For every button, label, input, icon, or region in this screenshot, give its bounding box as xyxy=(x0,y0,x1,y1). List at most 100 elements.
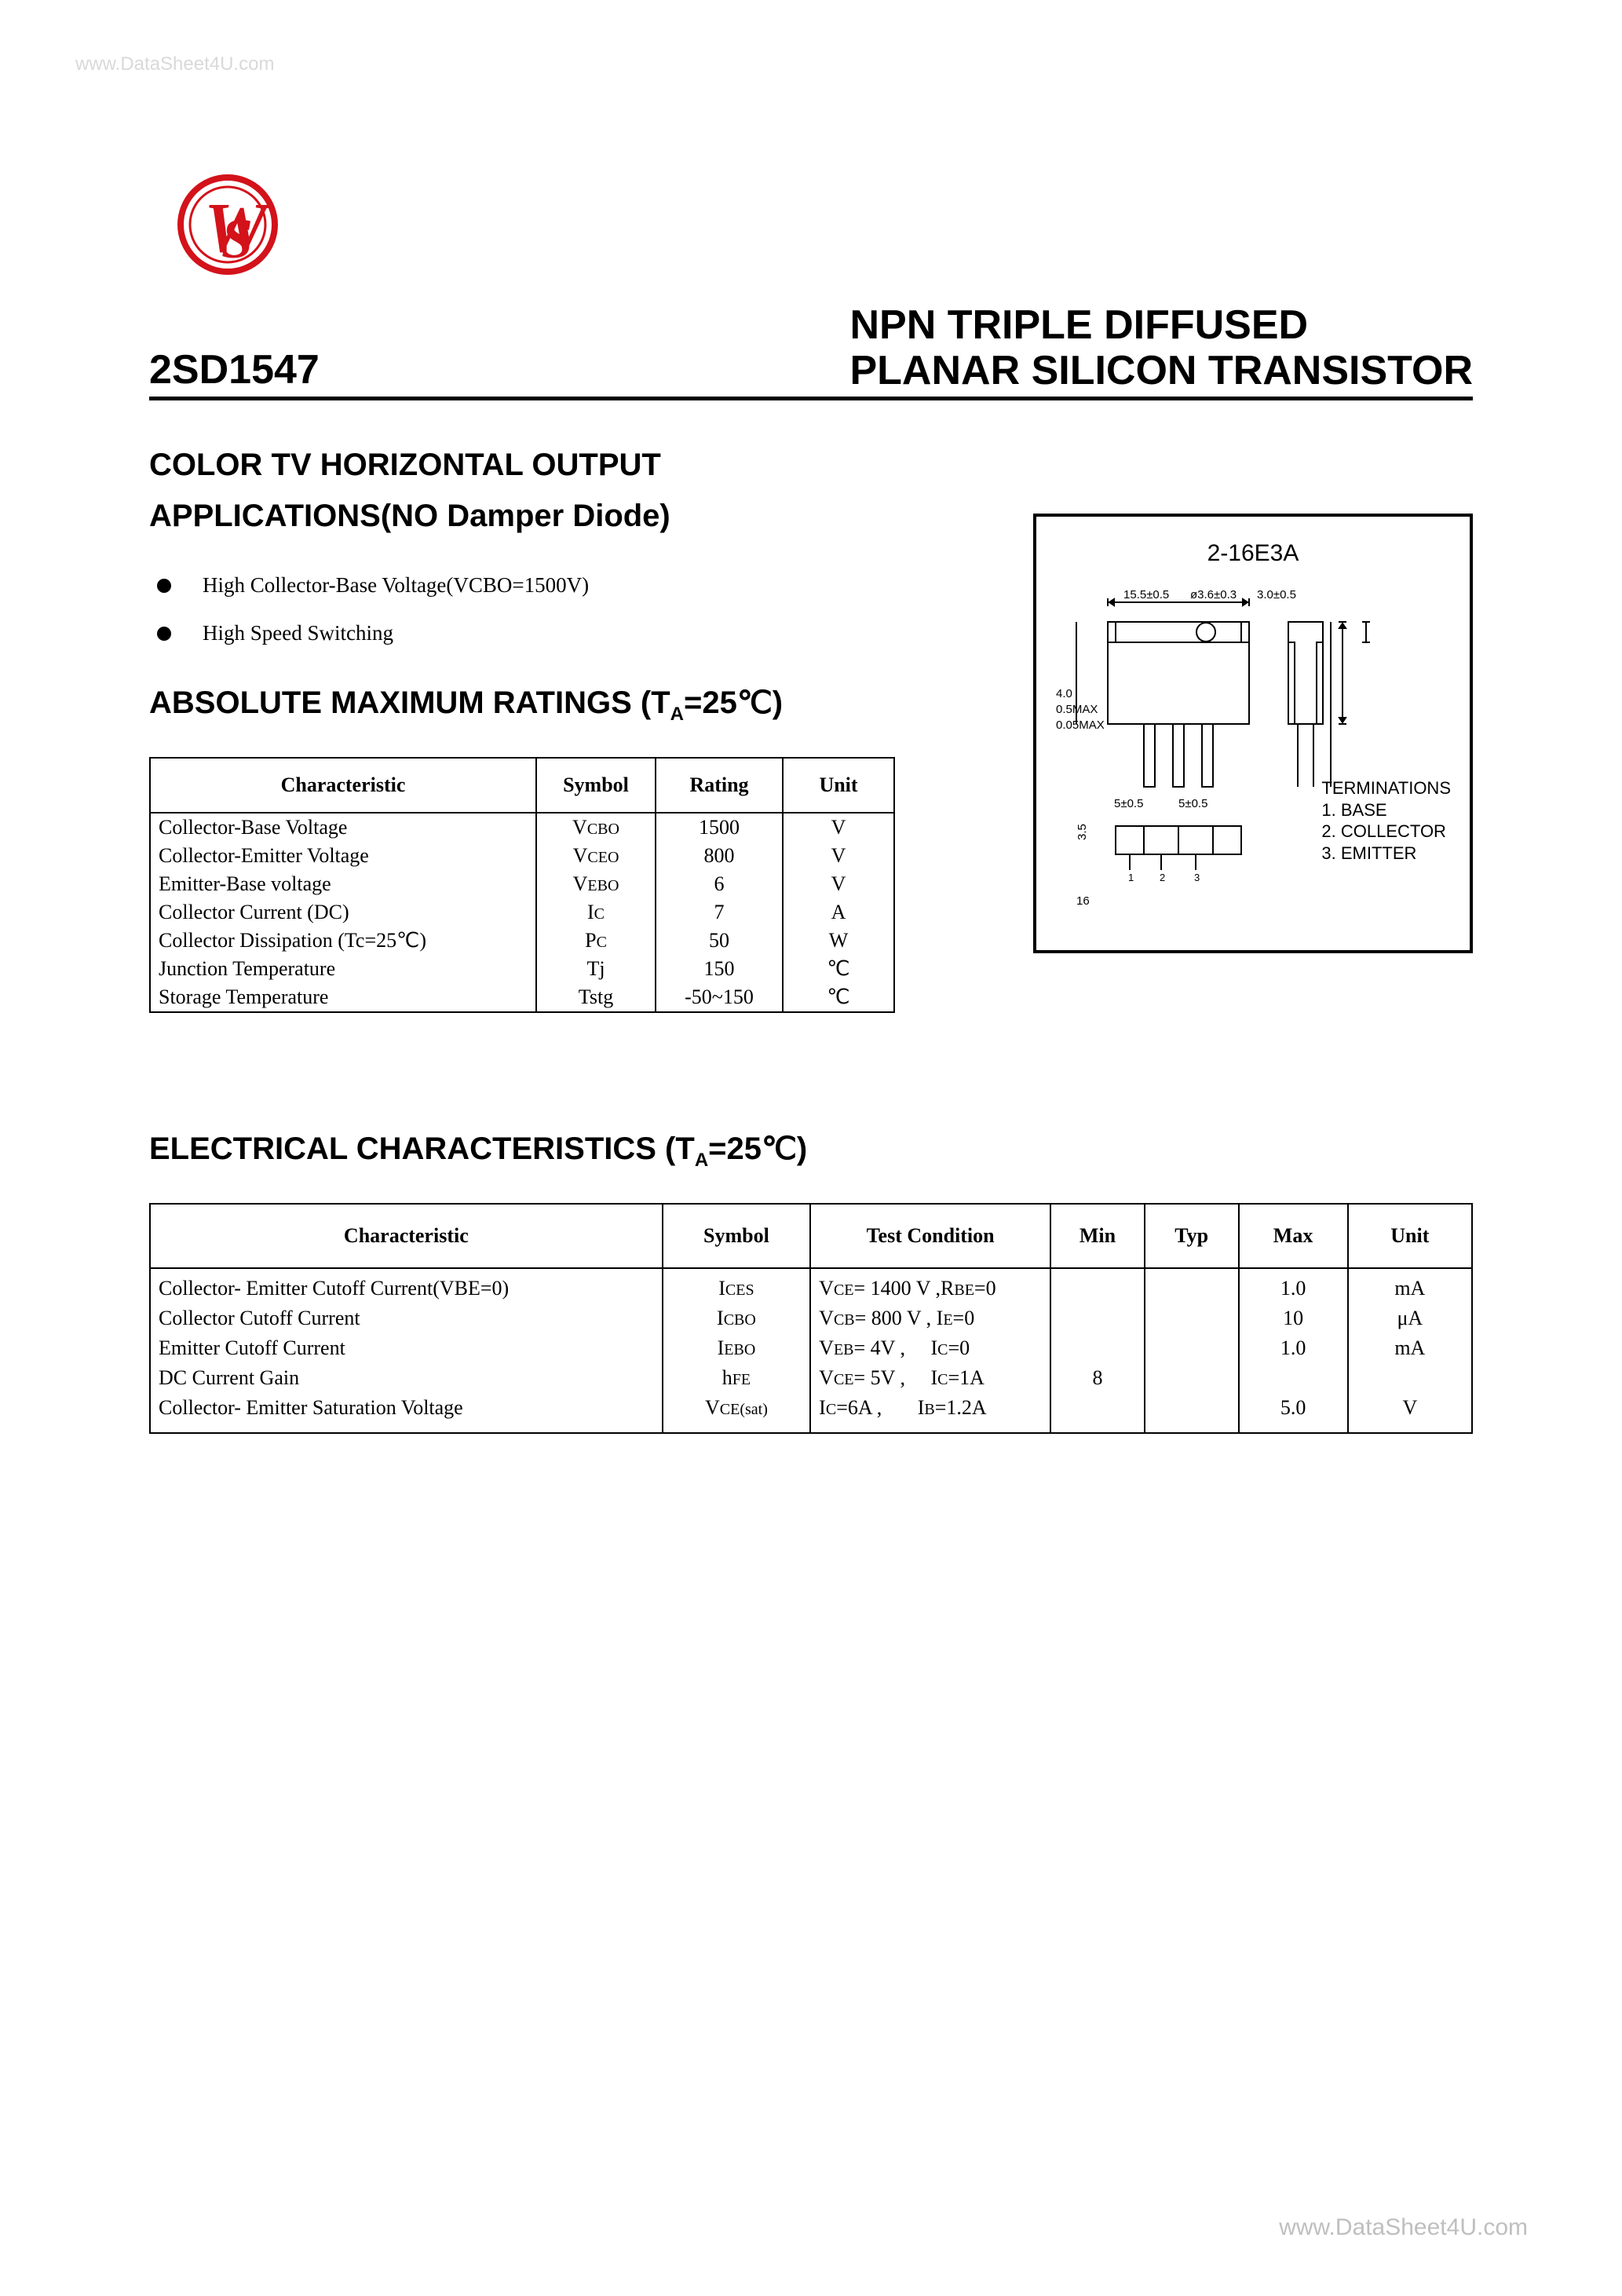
ratings-header-cell: Symbol xyxy=(536,758,656,813)
terminations-title: TERMINATIONS xyxy=(1321,777,1451,799)
ratings-cell-characteristic: Junction Temperature xyxy=(150,955,536,983)
datasheet-page: www.DataSheet4U.com www.DataSheet4U.com … xyxy=(0,0,1622,2296)
electrical-table: CharacteristicSymbolTest ConditionMinTyp… xyxy=(149,1203,1473,1434)
elec-cell-max xyxy=(1239,1363,1348,1393)
ratings-header-cell: Rating xyxy=(656,758,783,813)
ratings-cell-unit: ℃ xyxy=(783,983,894,1012)
ratings-title-suffix: =25℃) xyxy=(684,686,783,720)
company-logo: W S xyxy=(149,173,1473,287)
dim-label: 15.5±0.5 xyxy=(1123,590,1169,601)
ratings-table: CharacteristicSymbolRatingUnitCollector-… xyxy=(149,757,895,1013)
ratings-cell-characteristic: Collector Dissipation (Tc=25℃) xyxy=(150,927,536,955)
dim-label: 3.0±0.5 xyxy=(1257,590,1296,601)
applications-title-2: APPLICATIONS(NO Damper Diode) xyxy=(149,499,903,534)
ratings-cell-unit: V xyxy=(783,842,894,870)
header-row: 2SD1547 NPN TRIPLE DIFFUSED PLANAR SILIC… xyxy=(149,302,1473,400)
elec-cell-min xyxy=(1050,1393,1145,1433)
elec-header-cell: Typ xyxy=(1145,1204,1239,1268)
elec-cell-min xyxy=(1050,1268,1145,1303)
ratings-cell-rating: -50~150 xyxy=(656,983,783,1012)
title-line1: NPN TRIPLE DIFFUSED xyxy=(849,302,1473,348)
ratings-cell-characteristic: Storage Temperature xyxy=(150,983,536,1012)
title-line2: PLANAR SILICON TRANSISTOR xyxy=(849,348,1473,393)
termination-item: 2. COLLECTOR xyxy=(1321,821,1451,843)
ratings-cell-characteristic: Collector-Emitter Voltage xyxy=(150,842,536,870)
feature-text: High Speed Switching xyxy=(203,621,393,645)
feature-text: High Collector-Base Voltage(VCBO=1500V) xyxy=(203,573,589,598)
elec-cell-max: 5.0 xyxy=(1239,1393,1348,1433)
ratings-cell-characteristic: Emitter-Base voltage xyxy=(150,870,536,898)
feature-list: High Collector-Base Voltage(VCBO=1500V) … xyxy=(149,573,903,645)
elec-header-cell: Test Condition xyxy=(810,1204,1050,1268)
elec-cell-min xyxy=(1050,1303,1145,1333)
elec-cell-unit: V xyxy=(1348,1393,1472,1433)
ratings-cell-symbol: IC xyxy=(536,898,656,927)
elec-cell-condition: IC=6A , IB=1.2A xyxy=(810,1393,1050,1433)
elec-cell-symbol: IEBO xyxy=(663,1333,810,1363)
dim-label: 5±0.5 xyxy=(1114,797,1143,810)
elec-cell-max: 1.0 xyxy=(1239,1333,1348,1363)
ratings-cell-symbol: VCBO xyxy=(536,813,656,842)
ratings-cell-symbol: Tj xyxy=(536,955,656,983)
dim-label: 0.5MAX xyxy=(1056,703,1098,716)
elec-cell-typ xyxy=(1145,1303,1239,1333)
dim-label: 5±0.5 xyxy=(1178,797,1207,810)
electrical-title: ELECTRICAL CHARACTERISTICS (TA=25℃) xyxy=(149,1131,1473,1172)
elec-cell-unit: μA xyxy=(1348,1303,1472,1333)
dim-label: 0.05MAX xyxy=(1056,718,1105,732)
elec-cell-typ xyxy=(1145,1363,1239,1393)
elec-cell-condition: VEB= 4V , IC=0 xyxy=(810,1333,1050,1363)
svg-text:3: 3 xyxy=(1194,872,1200,883)
elec-header-cell: Characteristic xyxy=(150,1204,663,1268)
elec-cell-characteristic: Collector- Emitter Cutoff Current(VBE=0) xyxy=(150,1268,663,1303)
elec-cell-characteristic: Emitter Cutoff Current xyxy=(150,1333,663,1363)
elec-cell-typ xyxy=(1145,1393,1239,1433)
ratings-cell-characteristic: Collector Current (DC) xyxy=(150,898,536,927)
elec-header-cell: Symbol xyxy=(663,1204,810,1268)
elec-cell-symbol: ICES xyxy=(663,1268,810,1303)
feature-item: High Collector-Base Voltage(VCBO=1500V) xyxy=(149,573,903,598)
elec-header-cell: Min xyxy=(1050,1204,1145,1268)
termination-item: 1. BASE xyxy=(1321,799,1451,821)
elec-cell-characteristic: DC Current Gain xyxy=(150,1363,663,1393)
dim-label: 3.5 xyxy=(1076,824,1089,840)
ratings-cell-characteristic: Collector-Base Voltage xyxy=(150,813,536,842)
dim-label: 4.0 xyxy=(1056,687,1072,700)
elec-cell-unit: mA xyxy=(1348,1333,1472,1363)
elec-cell-unit: mA xyxy=(1348,1268,1472,1303)
bullet-icon xyxy=(157,579,171,593)
ratings-cell-rating: 7 xyxy=(656,898,783,927)
elec-cell-typ xyxy=(1145,1333,1239,1363)
svg-text:1: 1 xyxy=(1128,872,1134,883)
elec-cell-condition: VCB= 800 V , IE=0 xyxy=(810,1303,1050,1333)
ratings-cell-unit: V xyxy=(783,870,894,898)
elec-title-suffix: =25℃) xyxy=(708,1132,807,1166)
ratings-cell-symbol: VEBO xyxy=(536,870,656,898)
elec-cell-condition: VCE= 5V , IC=1A xyxy=(810,1363,1050,1393)
package-outline-box: 2-16E3A xyxy=(1033,514,1473,953)
elec-cell-characteristic: Collector- Emitter Saturation Voltage xyxy=(150,1393,663,1433)
elec-title-prefix: ELECTRICAL CHARACTERISTICS (T xyxy=(149,1132,695,1166)
termination-item: 3. EMITTER xyxy=(1321,843,1451,865)
feature-item: High Speed Switching xyxy=(149,621,903,645)
bullet-icon xyxy=(157,627,171,641)
ratings-cell-unit: ℃ xyxy=(783,955,894,983)
watermark-bottom: www.DataSheet4U.com xyxy=(1279,2214,1528,2241)
elec-cell-max: 1.0 xyxy=(1239,1268,1348,1303)
ratings-cell-symbol: VCEO xyxy=(536,842,656,870)
elec-cell-min xyxy=(1050,1333,1145,1363)
elec-header-cell: Max xyxy=(1239,1204,1348,1268)
ratings-title: ABSOLUTE MAXIMUM RATINGS (TA=25℃) xyxy=(149,685,903,726)
ratings-cell-symbol: PC xyxy=(536,927,656,955)
package-code: 2-16E3A xyxy=(1052,540,1454,567)
applications-title-1: COLOR TV HORIZONTAL OUTPUT xyxy=(149,448,903,483)
svg-text:S: S xyxy=(221,207,253,270)
ratings-header-cell: Unit xyxy=(783,758,894,813)
elec-cell-characteristic: Collector Cutoff Current xyxy=(150,1303,663,1333)
dim-label: ø3.6±0.3 xyxy=(1190,590,1237,601)
watermark-top: www.DataSheet4U.com xyxy=(75,53,274,75)
ratings-title-prefix: ABSOLUTE MAXIMUM RATINGS (T xyxy=(149,686,670,720)
terminations-block: TERMINATIONS 1. BASE 2. COLLECTOR 3. EMI… xyxy=(1321,777,1451,864)
ratings-cell-rating: 1500 xyxy=(656,813,783,842)
ratings-cell-symbol: Tstg xyxy=(536,983,656,1012)
